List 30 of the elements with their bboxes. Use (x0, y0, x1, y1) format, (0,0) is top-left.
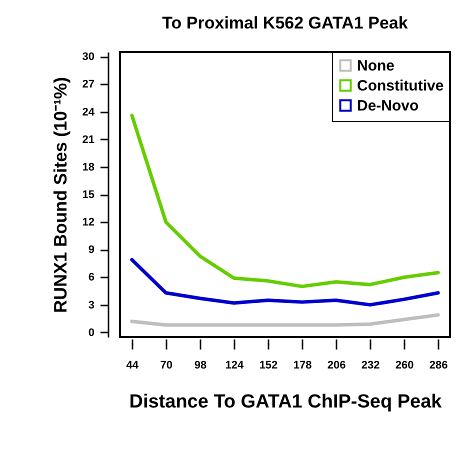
line-series (130, 114, 440, 288)
y-tick-label: 12 (82, 216, 94, 229)
y-tick-label: 18 (82, 161, 94, 174)
x-tick-label: 124 (225, 360, 245, 372)
y-tick-label: 3 (88, 299, 94, 312)
y-tick-label: 24 (82, 106, 96, 118)
x-tick-label: 70 (160, 360, 173, 372)
x-tick-label: 286 (429, 360, 448, 372)
y-axis-title: RUNX1 Bound Sites (10⁻¹%) (50, 76, 70, 314)
legend-label: De-Novo (357, 98, 419, 114)
y-tick-label: 21 (82, 134, 94, 146)
x-tick-label: 206 (327, 360, 346, 372)
y-tick-label: 27 (82, 78, 94, 91)
x-tick-label: 152 (259, 360, 278, 372)
line-series (130, 258, 440, 307)
y-tick-label: 30 (82, 51, 94, 64)
x-tick-label: 98 (194, 360, 207, 372)
x-tick-label: 44 (126, 360, 140, 372)
x-tick-label: 232 (361, 360, 380, 372)
y-tick-label: 15 (82, 189, 94, 201)
legend-label: Constitutive (357, 78, 444, 94)
y-tick-label: 0 (88, 326, 94, 339)
x-tick-label: 260 (395, 360, 414, 372)
y-tick-label: 6 (88, 272, 94, 284)
y-tick-label: 9 (88, 244, 94, 256)
chart-title: To Proximal K562 GATA1 Peak (162, 14, 408, 33)
x-axis-title: Distance To GATA1 ChIP-Seq Peak (129, 392, 442, 412)
x-tick-label: 178 (293, 360, 312, 372)
legend-label: None (357, 58, 394, 74)
line-series (130, 313, 440, 327)
